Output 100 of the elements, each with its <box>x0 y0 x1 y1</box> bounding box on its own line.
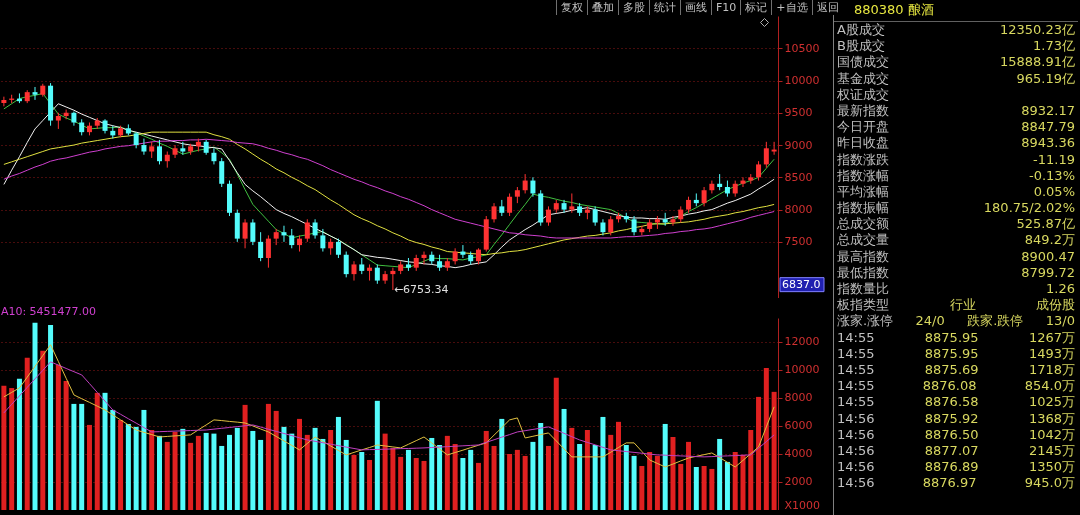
bar <box>156 435 162 510</box>
bar <box>686 441 692 510</box>
bar <box>616 421 622 510</box>
bar <box>382 433 388 510</box>
candlestick <box>592 205 598 227</box>
candlestick <box>491 202 497 223</box>
bar <box>592 444 598 510</box>
bar <box>94 392 100 510</box>
candlestick <box>631 215 637 236</box>
text: 基金成交 965.19亿 <box>837 70 1075 86</box>
bar <box>623 444 629 510</box>
candlestick <box>709 180 715 194</box>
bar <box>763 367 769 510</box>
bar <box>149 429 155 510</box>
bar <box>647 451 653 510</box>
candlestick <box>250 218 256 246</box>
bar <box>351 454 357 510</box>
y-axis-title: X1000 <box>784 498 821 512</box>
candlestick <box>522 173 528 194</box>
line-series <box>3 344 775 468</box>
bar <box>211 433 217 510</box>
bar <box>678 463 684 510</box>
candlestick <box>771 141 777 156</box>
bar <box>281 426 287 510</box>
bar <box>273 410 279 510</box>
bar <box>421 460 427 510</box>
text: 涨家.涨停 24/0 跌家.跌停 13/0 <box>837 313 1075 329</box>
text: 统计 <box>649 0 680 15</box>
text: 总成交额 525.87亿 <box>837 216 1075 232</box>
candlestick <box>507 192 513 217</box>
text: 最新指数 8932.17 <box>837 102 1075 118</box>
bar <box>693 466 699 510</box>
bar <box>55 364 61 510</box>
bar <box>724 461 730 510</box>
candlestick <box>763 141 769 169</box>
bar <box>219 445 225 510</box>
text: 14:55 8875.95 1267万 <box>837 329 1075 345</box>
candlestick <box>374 263 380 285</box>
bar <box>297 418 303 510</box>
text: 14:56 8876.89 1350万 <box>837 459 1075 475</box>
y-tick-label: 10000 <box>784 74 820 88</box>
bar <box>320 438 326 510</box>
bar <box>522 455 528 510</box>
text: F10 <box>711 0 741 15</box>
text: 14:56 8875.92 1368万 <box>837 410 1075 426</box>
text: 指数振幅 180.75/2.02% <box>837 200 1075 216</box>
bar <box>9 388 15 510</box>
bar <box>367 459 373 510</box>
candlestick <box>211 147 217 165</box>
bar <box>444 435 450 510</box>
candlestick <box>530 176 536 198</box>
annotation: 6837.0 <box>782 277 821 291</box>
bar <box>717 438 723 510</box>
bar <box>771 391 777 510</box>
bar <box>16 378 22 510</box>
bar <box>631 455 637 510</box>
candlestick <box>265 234 271 269</box>
candlestick <box>156 139 162 165</box>
bar <box>258 439 264 510</box>
bar <box>335 416 341 510</box>
bar <box>740 454 746 510</box>
bar <box>312 427 318 510</box>
candlestick <box>258 231 264 262</box>
y-tick-label: 2000 <box>784 475 813 489</box>
candlestick <box>1 96 7 107</box>
candlestick <box>382 270 388 285</box>
line-series <box>3 361 775 458</box>
candlestick <box>32 86 38 101</box>
text: 14:55 8876.58 1025万 <box>837 394 1075 410</box>
text: 多股 <box>618 0 649 15</box>
text: 指数涨幅 -0.13% <box>837 167 1075 183</box>
text: 总成交量 849.2万 <box>837 232 1075 248</box>
bar <box>359 451 365 510</box>
bar <box>188 442 194 510</box>
text: 画线 <box>680 0 711 15</box>
y-tick-label: 8000 <box>784 203 813 217</box>
candlestick <box>545 205 551 227</box>
bar <box>452 443 458 510</box>
candlestick <box>670 215 676 227</box>
y-tick-label: 12000 <box>784 335 820 349</box>
y-tick-label: 8500 <box>784 170 813 184</box>
bar <box>709 468 715 510</box>
line-series <box>3 138 775 239</box>
bar <box>102 392 108 510</box>
candlestick <box>561 199 567 214</box>
y-tick-label: 10500 <box>784 41 820 55</box>
candlestick <box>219 157 225 188</box>
bar <box>304 434 310 510</box>
text: B股成交 1.73亿 <box>837 38 1075 54</box>
candlestick <box>242 218 248 249</box>
candlestick <box>343 251 349 278</box>
bar <box>608 434 614 510</box>
bar <box>374 400 380 510</box>
text: 指数涨跌 -11.19 <box>837 151 1075 167</box>
bar <box>1 385 7 510</box>
text: 复权 <box>556 0 587 15</box>
candlestick <box>756 160 762 182</box>
text: 国债成交 15888.91亿 <box>837 54 1075 70</box>
candlestick <box>421 251 427 265</box>
candlestick <box>351 260 357 282</box>
